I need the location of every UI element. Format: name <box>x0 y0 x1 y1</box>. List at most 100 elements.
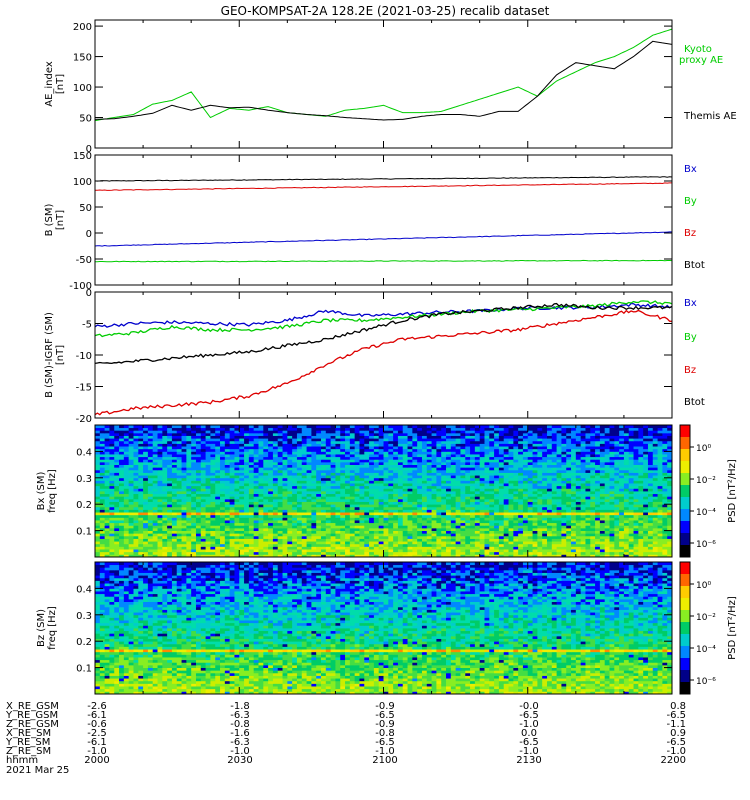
spectrogram-cell <box>561 543 567 547</box>
spectrogram-cell <box>330 522 336 526</box>
spectrogram-cell <box>335 543 341 547</box>
spectrogram-cell <box>575 517 582 521</box>
spectrogram-cell <box>599 496 606 500</box>
spectrogram-cell <box>590 522 596 526</box>
spectrogram-cell <box>200 498 206 502</box>
spectrogram-cell <box>513 456 519 460</box>
spectrogram-cell <box>407 483 413 487</box>
spectrogram-cell <box>604 498 610 502</box>
spectrogram-cell <box>599 475 606 479</box>
spectrogram-cell <box>465 464 471 468</box>
spectrogram-cell <box>431 541 437 545</box>
spectrogram-cell <box>205 538 211 542</box>
spectrogram-cell <box>455 522 461 526</box>
spectrogram-cell <box>417 454 423 458</box>
spectrogram-cell <box>633 477 639 481</box>
spectrogram-cell <box>628 464 634 468</box>
spectrogram-cell <box>263 512 269 516</box>
spectrogram-cell <box>316 549 322 553</box>
spectrogram-cell <box>479 504 485 508</box>
spectrogram-cell <box>128 493 134 497</box>
spectrogram-cell <box>522 456 529 460</box>
spectrogram-cell <box>128 480 134 484</box>
spectrogram-cell <box>561 527 567 531</box>
spectrogram-cell <box>186 517 192 521</box>
spectrogram-cell <box>320 501 327 505</box>
spectrogram-cell <box>191 491 197 495</box>
spectrogram-cell <box>378 454 384 458</box>
spectrogram-cell <box>224 488 231 492</box>
spectrogram-cell <box>296 491 303 495</box>
spectrogram-cell <box>590 541 596 545</box>
spectrogram-cell <box>123 514 130 518</box>
spectrogram-cell <box>147 464 154 468</box>
spectrogram-cell <box>200 538 206 542</box>
spectrogram-cell <box>383 530 389 534</box>
spectrogram-cell <box>546 451 553 455</box>
spectrogram-cell <box>378 498 384 502</box>
spectrogram-cell <box>628 501 634 505</box>
spectrogram-cell <box>465 549 471 553</box>
spectrogram-cell <box>181 459 187 463</box>
spectrogram-cell <box>470 464 476 468</box>
plot-frame <box>94 291 673 419</box>
spectrogram-cell <box>599 480 606 484</box>
spectrogram-cell <box>244 464 250 468</box>
spectrogram-cell <box>123 491 130 495</box>
spectrogram-cell <box>662 514 668 518</box>
spectrogram-cell <box>364 538 370 542</box>
spectrogram-cell <box>205 509 211 513</box>
spectrogram-cell <box>503 451 509 455</box>
spectrogram-cell <box>412 496 418 500</box>
spectrogram-cell <box>244 454 250 458</box>
spectrogram-cell <box>609 464 615 468</box>
spectrogram-cell <box>268 472 274 476</box>
spectrogram-cell <box>186 467 192 471</box>
spectrogram-cell <box>494 551 500 555</box>
spectrogram-cell <box>349 469 356 473</box>
spectrogram-cell <box>446 506 452 510</box>
spectrogram-cell <box>599 451 606 455</box>
spectrogram-cell <box>296 480 303 484</box>
spectrogram-cell <box>369 541 375 545</box>
spectrogram-cell <box>470 517 476 521</box>
spectrogram-cell <box>263 554 269 558</box>
spectrogram-cell <box>229 456 235 460</box>
spectrogram-cell <box>99 533 106 537</box>
spectrogram-cell <box>609 517 615 521</box>
spectrogram-cell <box>349 454 356 458</box>
spectrogram-cell <box>537 461 543 465</box>
spectrogram-cell <box>306 522 312 526</box>
spectrogram-cell <box>614 485 620 489</box>
spectrogram-cell <box>619 514 625 518</box>
spectrogram-cell <box>306 454 312 458</box>
spectrogram-cell <box>268 551 274 555</box>
spectrogram-cell <box>643 554 649 558</box>
spectrogram-cell <box>479 525 485 529</box>
spectrogram-cell <box>167 509 173 513</box>
spectrogram-cell <box>383 522 389 526</box>
spectrogram-cell <box>633 456 639 460</box>
spectrogram-cell <box>224 448 231 452</box>
spectrogram-cell <box>431 454 437 458</box>
spectrogram-cell <box>167 527 173 531</box>
spectrogram-cell <box>186 480 192 484</box>
spectrogram-cell <box>455 504 461 508</box>
spectrogram-cell <box>176 461 182 465</box>
spectrogram-cell <box>272 541 279 545</box>
spectrogram-cell <box>167 475 173 479</box>
spectrogram-cell <box>359 464 365 468</box>
spectrogram-cell <box>566 485 572 489</box>
spectrogram-cell <box>176 477 182 481</box>
spectrogram-cell <box>195 461 202 465</box>
spectrogram-cell <box>489 483 495 487</box>
spectrogram-cell <box>484 520 490 524</box>
spectrogram-cell <box>518 543 524 547</box>
spectrogram-cell <box>619 522 625 526</box>
spectrogram-cell <box>114 475 120 479</box>
spectrogram-cell <box>316 472 322 476</box>
spectrogram-cell <box>258 498 264 502</box>
spectrogram-cell <box>133 469 139 473</box>
spectrogram-cell <box>460 520 466 524</box>
spectrogram-cell <box>407 520 413 524</box>
